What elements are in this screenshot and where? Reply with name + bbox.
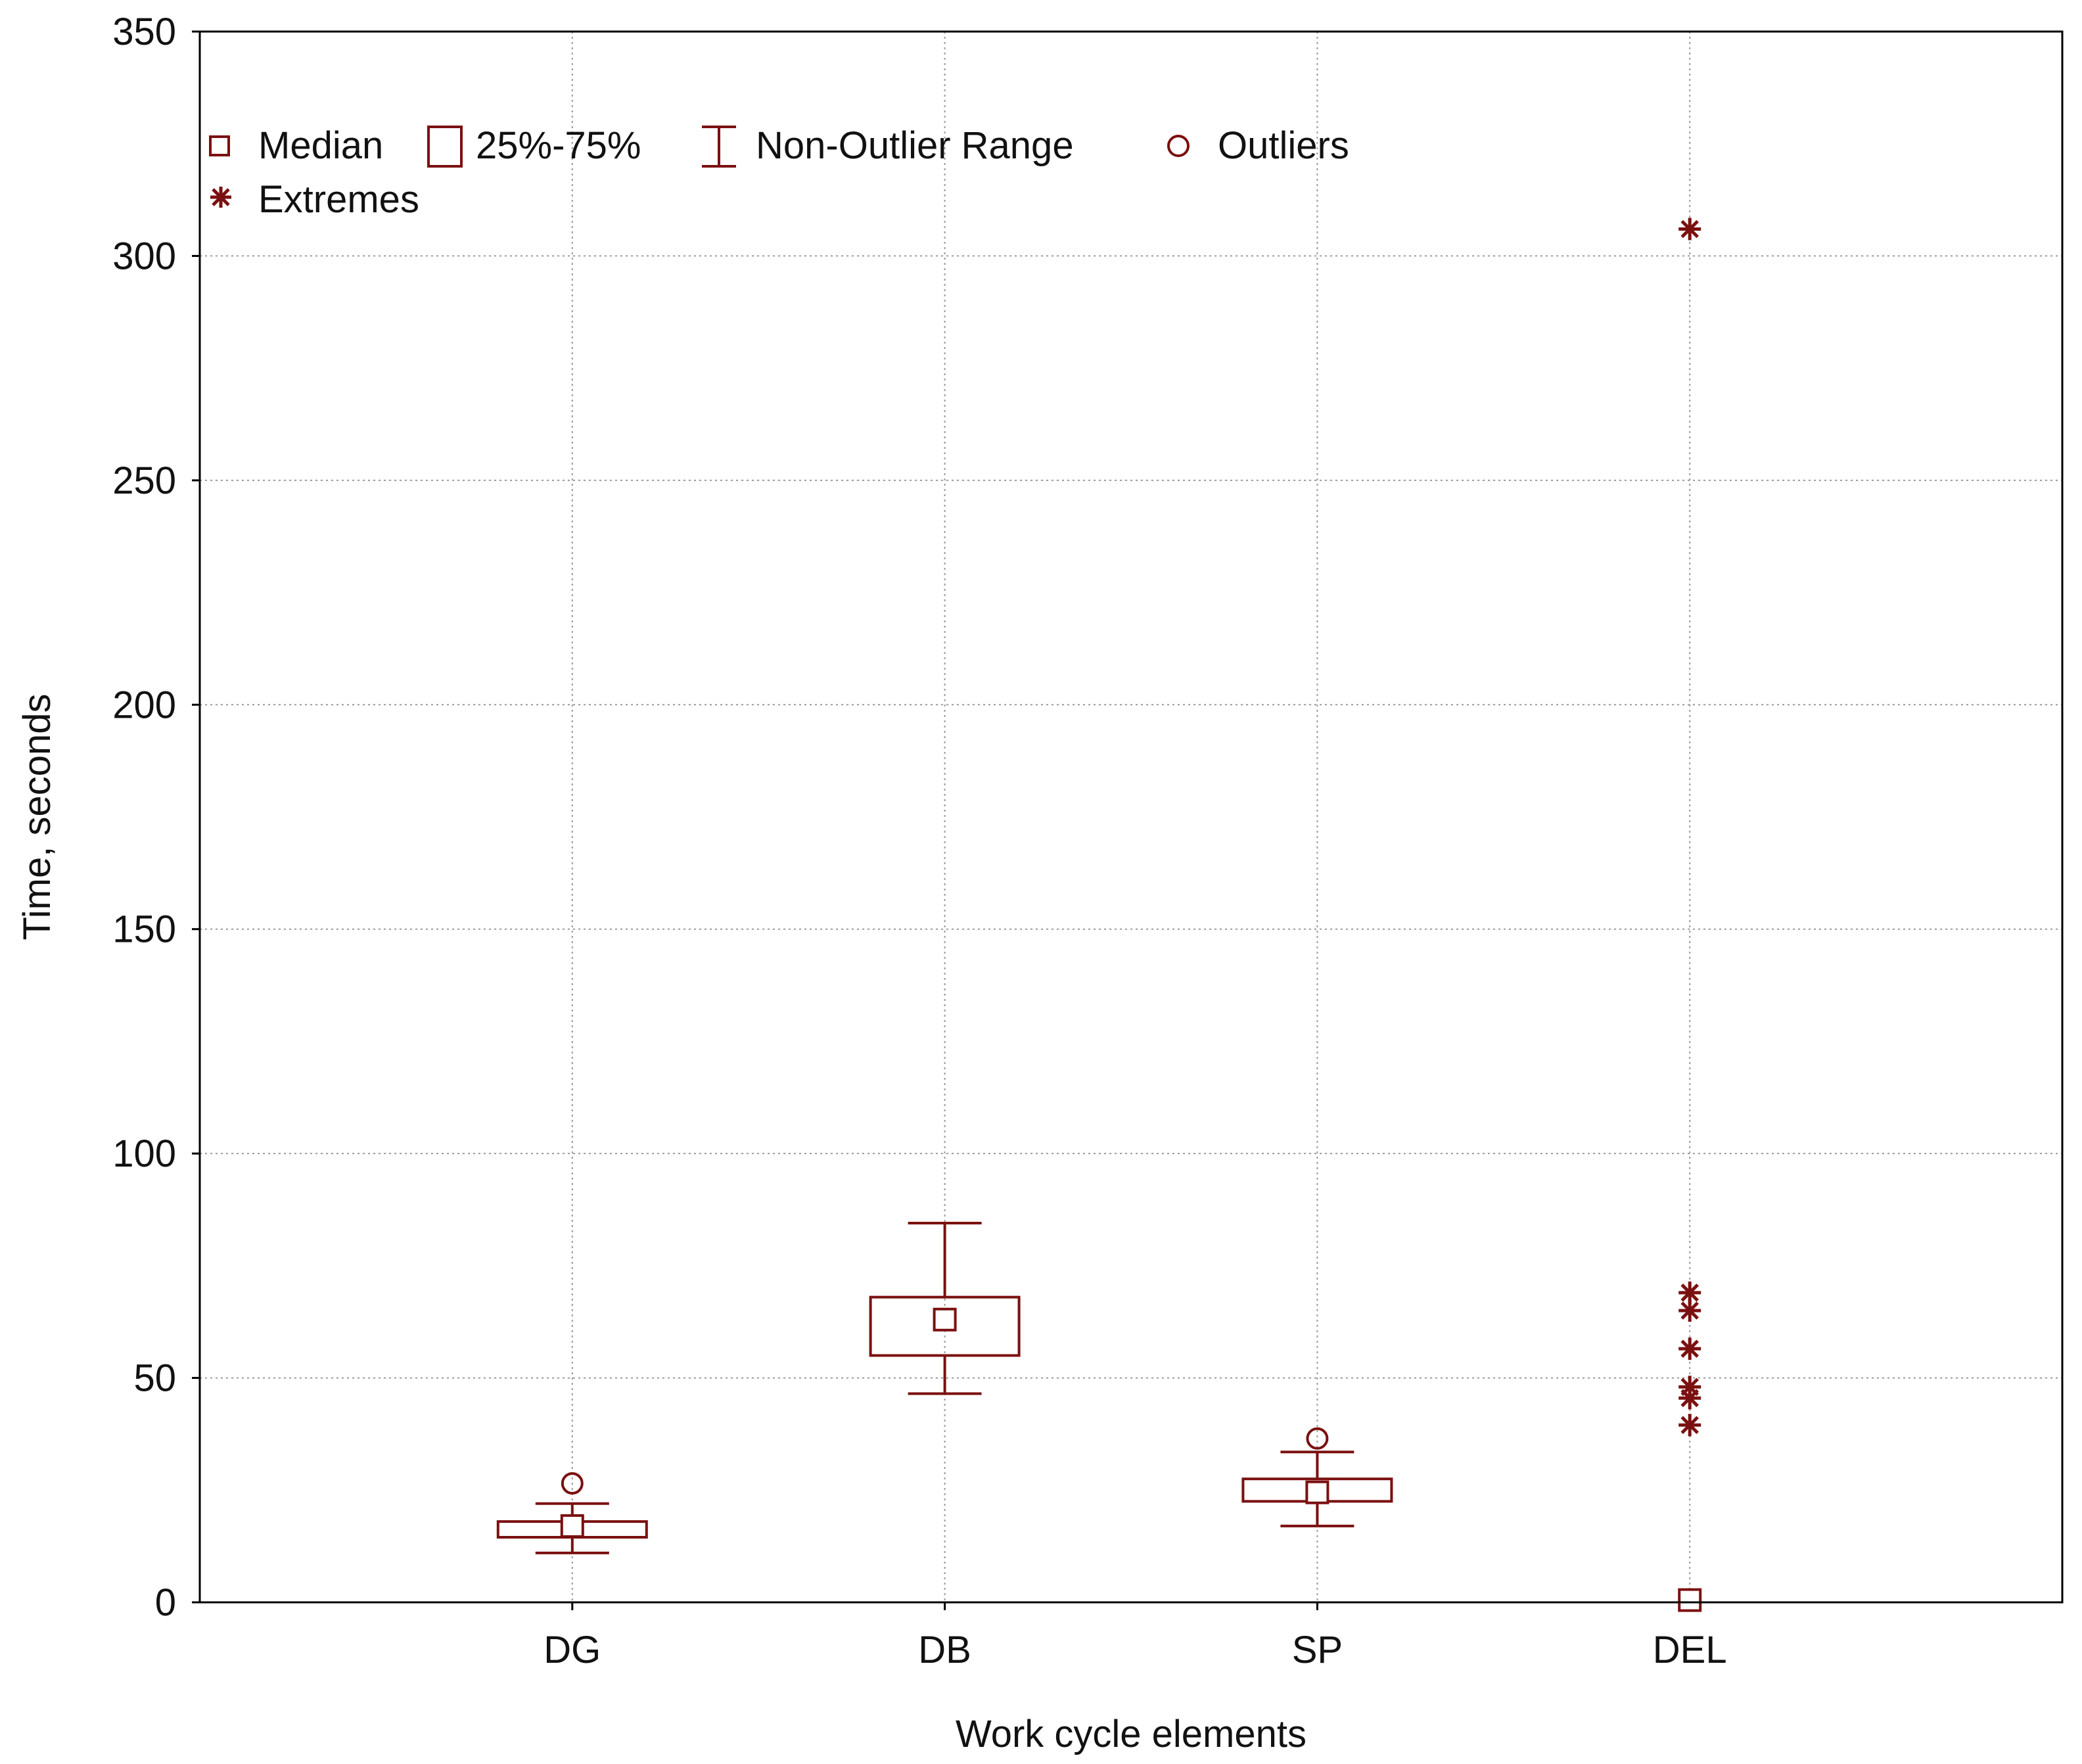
- x-axis-ticks: DG DB SP DEL: [544, 1602, 1727, 1671]
- y-tick-label: 200: [112, 684, 176, 726]
- y-axis-label: Time, seconds: [16, 694, 58, 940]
- y-tick-label: 250: [112, 459, 176, 502]
- x-axis-label: Work cycle elements: [956, 1713, 1307, 1755]
- extreme-point: [1678, 1387, 1701, 1410]
- legend-outlier-label: Outliers: [1218, 124, 1349, 167]
- legend-box-symbol: [427, 126, 463, 168]
- legend-box-label: 25%-75%: [476, 124, 641, 167]
- y-tick-label: 150: [112, 908, 176, 951]
- legend-outlier-symbol: [1167, 135, 1190, 157]
- extreme-point: [1678, 1299, 1701, 1322]
- legend-extreme-label: Extremes: [258, 178, 419, 221]
- outlier-point: [561, 1472, 584, 1495]
- x-tick-label: DB: [918, 1629, 971, 1671]
- median-marker: [1305, 1480, 1330, 1504]
- outlier-point: [1306, 1427, 1329, 1450]
- legend-extreme-symbol: [210, 187, 231, 208]
- box-group-db: [869, 1221, 1021, 1395]
- extreme-stroke: [1680, 1416, 1699, 1435]
- y-axis-ticks: 0 50 100 150 200 250 300 350: [112, 11, 200, 1624]
- legend-median-symbol: [209, 135, 230, 156]
- extreme-stroke: [1680, 220, 1699, 239]
- legend-whisker-label: Non-Outlier Range: [756, 124, 1074, 167]
- y-tick-label: 300: [112, 235, 176, 277]
- box-group-del: [1678, 218, 1702, 1612]
- y-tick-label: 50: [133, 1357, 176, 1400]
- box-plot-marks: [496, 218, 1702, 1612]
- extreme-stroke: [1680, 1301, 1699, 1320]
- extreme-point: [1678, 1414, 1701, 1437]
- median-marker: [1678, 1588, 1702, 1612]
- legend-median-label: Median: [258, 124, 383, 167]
- y-tick-label: 0: [155, 1581, 176, 1624]
- y-tick-label: 350: [112, 11, 176, 53]
- x-tick-label: DG: [544, 1629, 601, 1671]
- box-group-sp: [1241, 1427, 1393, 1527]
- x-tick-label: DEL: [1653, 1629, 1727, 1671]
- median-marker: [933, 1307, 957, 1332]
- legend: Median 25%-75% Non-Outlier Range Outlier…: [209, 124, 1349, 221]
- gridlines: [200, 32, 2062, 1602]
- median-marker: [560, 1514, 584, 1538]
- x-tick-label: SP: [1292, 1629, 1343, 1671]
- extreme-point: [1678, 218, 1701, 241]
- plot-frame: [198, 30, 2064, 1604]
- extreme-stroke: [1680, 1339, 1699, 1358]
- extreme-point: [1678, 1337, 1701, 1360]
- box-group-dg: [496, 1472, 648, 1554]
- legend-whisker-symbol: [702, 126, 736, 168]
- iqr-box: [869, 1295, 1021, 1357]
- extreme-stroke: [1680, 1389, 1699, 1408]
- extreme-stroke: [1680, 1284, 1699, 1302]
- y-tick-label: 100: [112, 1132, 176, 1175]
